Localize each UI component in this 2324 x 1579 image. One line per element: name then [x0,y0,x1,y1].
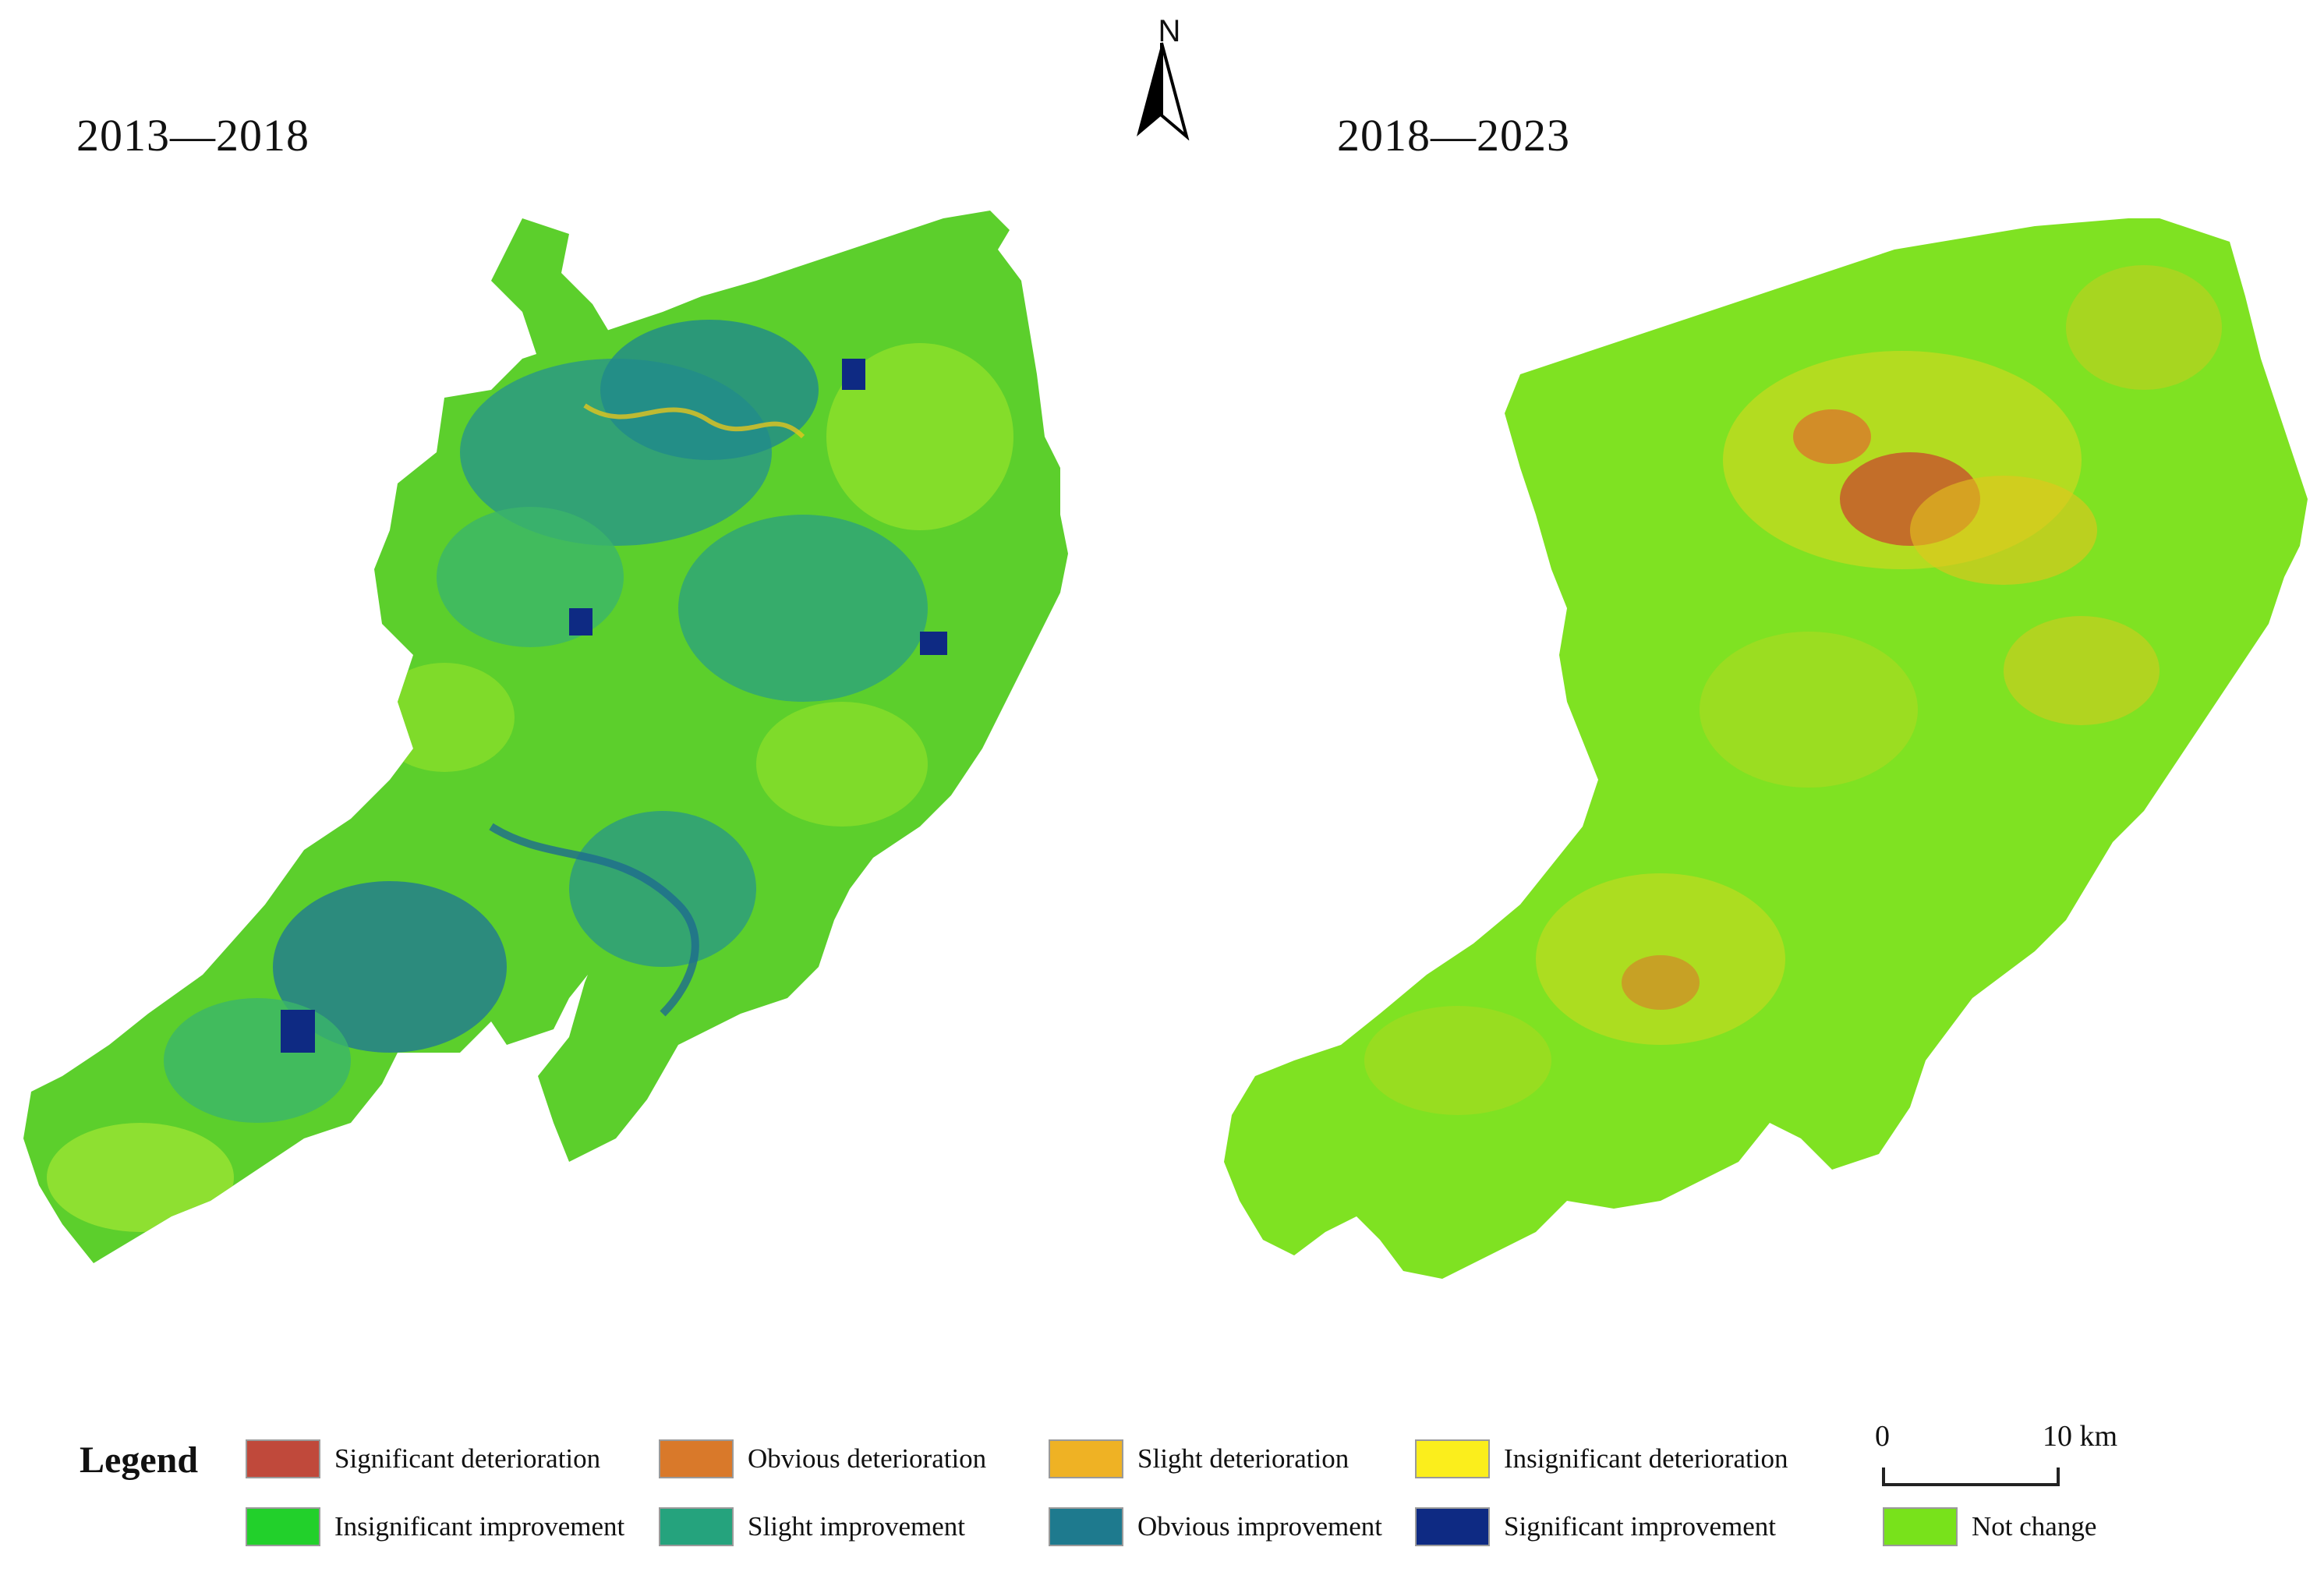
legend-item-not-change: Not change [1883,1505,2096,1549]
legend-label: Slight improvement [748,1511,966,1542]
scale-bar [1882,1467,2060,1486]
legend-label: Not change [1972,1511,2097,1542]
legend-label: Insignificant improvement [334,1511,625,1542]
legend-label: Significant deterioration [334,1443,601,1474]
legend-item-slight-improvement: Slight improvement [659,1505,965,1549]
legend-swatch [1049,1439,1123,1478]
map-2018-2023 [1224,218,2308,1279]
period-title-2018-2023: 2018—2023 [1337,110,1570,161]
legend-label: Obvious deterioration [748,1443,987,1474]
north-arrow-label: N [1158,14,1181,48]
legend-swatch [1415,1439,1490,1478]
legend-item-insignificant-improvement: Insignificant improvement [246,1505,624,1549]
legend-item-obvious-improvement: Obvious improvement [1049,1505,1382,1549]
legend-item-insignificant-deterioration: Insignificant deterioration [1415,1437,1788,1481]
legend-item-slight-deterioration: Slight deterioration [1049,1437,1349,1481]
scale-bar-end-label: 10 km [2043,1420,2118,1453]
scale-bar-start-label: 0 [1875,1420,1890,1453]
legend-swatch [659,1507,734,1546]
legend-swatch [1049,1507,1123,1546]
legend-title: Legend [80,1439,199,1481]
legend-item-significant-deterioration: Significant deterioration [246,1437,600,1481]
legend-label: Significant improvement [1504,1511,1776,1542]
legend-label: Insignificant deterioration [1504,1443,1788,1474]
legend-swatch [659,1439,734,1478]
period-title-2013-2018: 2013—2018 [76,110,310,161]
legend-label: Slight deterioration [1137,1443,1349,1474]
legend-swatch [246,1507,320,1546]
legend-label: Obvious improvement [1137,1511,1382,1542]
north-arrow-icon [1137,42,1190,140]
legend-swatch [1415,1507,1490,1546]
map-2013-2018 [23,211,1068,1263]
legend-item-significant-improvement: Significant improvement [1415,1505,1776,1549]
legend-swatch [1883,1507,1958,1546]
legend-swatch [246,1439,320,1478]
legend-item-obvious-deterioration: Obvious deterioration [659,1437,986,1481]
